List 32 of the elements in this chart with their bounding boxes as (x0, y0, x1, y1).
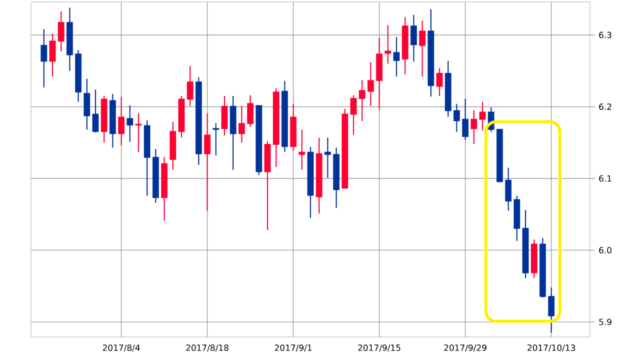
candlestick (410, 14, 417, 62)
candlestick (454, 103, 460, 132)
candlestick (238, 105, 245, 144)
y-tick-label: 5.9 (599, 318, 612, 326)
candlestick (118, 96, 124, 146)
candlestick (436, 67, 443, 97)
x-tick-label: 2017/9/1 (274, 344, 312, 352)
candlestick (135, 112, 142, 152)
candlestick (324, 137, 331, 178)
candlestick (505, 167, 512, 212)
y-tick-label: 6.2 (599, 104, 612, 110)
candlestick (126, 104, 134, 142)
candlestick (462, 98, 468, 140)
x-tick-label: 2017/9/29 (444, 344, 486, 352)
candlestick (548, 286, 554, 334)
x-tick-label: 2017/8/4 (102, 344, 140, 352)
candlestick (419, 20, 426, 78)
candlestick (393, 36, 400, 78)
y-tick-label: 6.0 (599, 247, 612, 254)
candlestick (40, 28, 48, 88)
candlestick (212, 122, 220, 156)
y-tick-label: 6.3 (599, 32, 612, 38)
candlestick (247, 94, 254, 128)
candlestick (221, 95, 228, 136)
candlestick (368, 62, 374, 107)
x-tick-label: 2017/10/13 (528, 344, 576, 352)
candlestick (298, 129, 306, 170)
candlestick (384, 24, 392, 64)
candlestick (204, 112, 210, 212)
x-tick-label: 2017/9/15 (358, 344, 400, 352)
y-tick-label: 6.1 (599, 175, 612, 182)
x-tick-label: 2017/8/18 (186, 344, 228, 352)
